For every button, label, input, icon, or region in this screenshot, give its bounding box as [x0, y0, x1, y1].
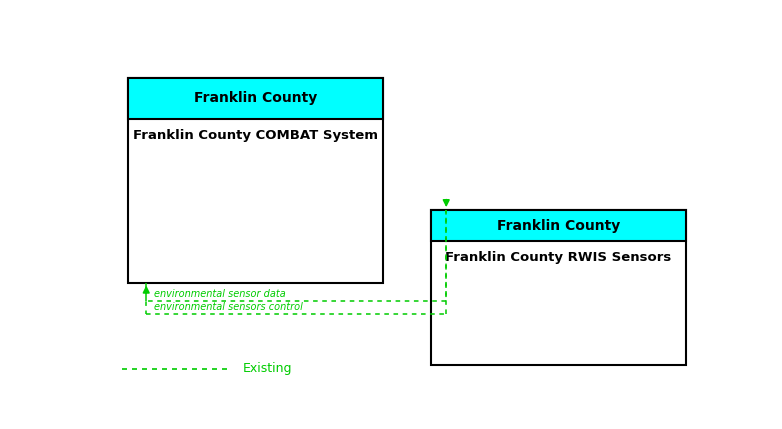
Text: Franklin County: Franklin County — [194, 91, 317, 106]
Bar — [128, 78, 382, 119]
Text: environmental sensor data: environmental sensor data — [153, 289, 285, 299]
Text: Franklin County: Franklin County — [497, 218, 620, 233]
Bar — [431, 210, 686, 241]
Bar — [128, 78, 382, 283]
Bar — [431, 210, 686, 366]
Text: Franklin County RWIS Sensors: Franklin County RWIS Sensors — [445, 251, 672, 264]
Text: environmental sensors control: environmental sensors control — [153, 302, 303, 312]
Text: Franklin County COMBAT System: Franklin County COMBAT System — [133, 129, 378, 142]
Text: Existing: Existing — [243, 362, 292, 375]
